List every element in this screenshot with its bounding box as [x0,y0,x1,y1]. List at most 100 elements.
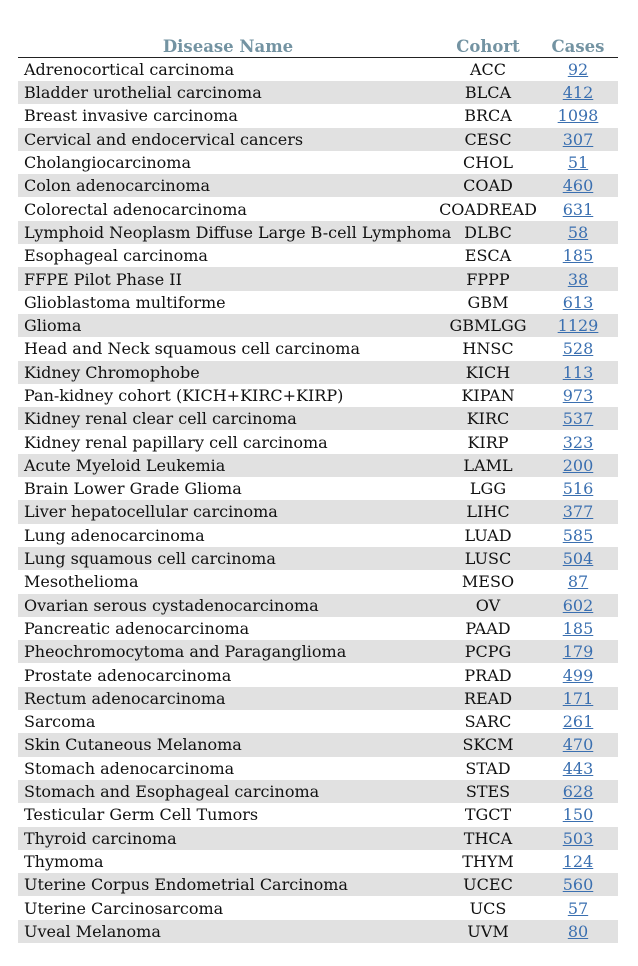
cases-link[interactable]: 516 [562,479,594,499]
cohort-code-cell: COADREAD [439,199,537,219]
cases-link[interactable]: 261 [562,712,594,732]
disease-name-cell: Colon adenocarcinoma [18,174,438,198]
cohort-code-cell: SKCM [438,733,538,757]
cases-link[interactable]: 323 [562,432,594,452]
cases-link[interactable]: 412 [562,83,594,103]
disease-name-cell: Lung squamous cell carcinoma [18,546,438,571]
cases-link[interactable]: 973 [562,386,594,405]
cases-link[interactable]: 92 [567,60,589,79]
disease-name-cell: Testicular Germ Cell Tumors [24,805,259,825]
cases-link[interactable]: 460 [562,176,594,196]
table-row: Kidney Chromophobe KICH 113 [18,360,618,384]
cohort-code-cell: BLCA [438,81,538,105]
cohort-code-cell: KIRP [467,432,509,452]
cases-cell: 80 [538,919,618,943]
disease-name-cell: Kidney Chromophobe [18,360,438,384]
cases-link[interactable]: 307 [562,129,594,149]
cases-link[interactable]: 628 [562,782,594,802]
cases-link[interactable]: 38 [567,269,589,289]
disease-name-cell: Head and Neck squamous cell carcinoma [24,339,360,359]
cohort-code-cell: CESC [438,127,538,151]
table-row: Skin Cutaneous Melanoma SKCM 470 [18,733,618,757]
disease-name-cell: Brain Lower Grade Glioma [24,479,242,499]
table-row: Colorectal adenocarcinoma COADREAD 631 [18,197,618,220]
cohort-code-cell: STES [438,779,538,804]
table-row: Prostate adenocarcinoma PRAD 499 [18,663,618,686]
cases-link[interactable]: 613 [562,292,594,312]
cases-cell: 628 [538,779,618,804]
cases-link[interactable]: 1129 [557,316,599,336]
column-header-cohort[interactable]: Cohort [438,30,538,58]
disease-name-cell: Lung adenocarcinoma [24,525,205,545]
cases-cell: 200 [538,453,618,478]
cases-link[interactable]: 537 [562,409,594,429]
table-row: Lung adenocarcinoma LUAD 585 [18,524,618,547]
disease-name-cell: Uterine Corpus Endometrial Carcinoma [18,873,438,897]
cases-link[interactable]: 1098 [557,106,599,126]
cases-link[interactable]: 585 [562,525,594,545]
cases-link[interactable]: 503 [562,828,594,848]
cases-link[interactable]: 124 [562,851,594,871]
cases-cell: 261 [538,710,618,733]
table-row: Glioblastoma multiforme GBM 613 [18,291,618,314]
disease-name-cell: Esophageal carcinoma [24,246,208,266]
table-row: Brain Lower Grade Glioma LGG 516 [18,477,618,500]
cohort-code-cell: TGCT [464,805,512,825]
disease-name-cell: Cholangiocarcinoma [24,153,192,173]
cases-link[interactable]: 200 [562,455,594,475]
cases-link[interactable]: 504 [562,549,594,569]
disease-name-cell: Pheochromocytoma and Paraganglioma [18,640,438,664]
cases-cell: 560 [538,873,618,897]
cases-link[interactable]: 499 [562,665,594,685]
table-row: Rectum adenocarcinoma READ 171 [18,686,618,711]
header-row: Disease Name Cohort Cases [18,30,618,58]
table-row: Lung squamous cell carcinoma LUSC 504 [18,546,618,571]
cases-link[interactable]: 57 [567,898,589,918]
cohort-code-cell: STAD [465,758,511,778]
cohort-code-cell: KICH [438,360,538,384]
cases-link[interactable]: 171 [562,688,594,708]
disease-name-cell: Bladder urothelial carcinoma [18,81,438,105]
cases-link[interactable]: 58 [567,222,589,242]
table-body: Adrenocortical carcinoma ACC 92 Bladder uro… [18,58,618,943]
cases-cell: 973 [538,384,618,407]
table-row: Esophageal carcinoma ESCA 185 [18,244,618,267]
cases-cell: 58 [538,220,618,245]
table-row: Pancreatic adenocarcinoma PAAD 185 [18,617,618,640]
column-header-cases[interactable]: Cases [538,30,618,58]
cases-link[interactable]: 51 [567,153,589,173]
disease-name-cell: Skin Cutaneous Melanoma [18,733,438,757]
cases-link[interactable]: 377 [562,502,594,522]
cases-link[interactable]: 150 [562,805,594,825]
cases-link[interactable]: 560 [562,875,594,895]
cases-link[interactable]: 87 [567,572,589,592]
table-row: Thyroid carcinoma THCA 503 [18,826,618,850]
cases-link[interactable]: 185 [562,246,594,266]
cases-cell: 528 [538,337,618,360]
cases-link[interactable]: 602 [562,595,594,615]
cases-link[interactable]: 179 [562,642,594,662]
cohort-code-cell: OV [438,593,538,617]
cases-link[interactable]: 185 [562,618,594,638]
cohort-code-cell: LUSC [438,546,538,571]
cases-link[interactable]: 113 [562,362,594,382]
cohort-code-cell: LUAD [464,525,512,545]
table-row: Kidney renal papillary cell carcinoma KIR… [18,430,618,453]
cases-cell: 585 [538,524,618,547]
cases-cell: 323 [538,430,618,453]
table-row: Mesothelioma MESO 87 [18,570,618,593]
column-header-disease-name[interactable]: Disease Name [18,30,438,58]
cohort-code-cell: PAAD [465,618,511,638]
cases-link[interactable]: 443 [562,758,594,778]
cases-cell: 613 [538,291,618,314]
cohort-code-cell: DLBC [438,220,538,245]
disease-name-cell: Pan-kidney cohort (KICH+KIRC+KIRP) [24,386,344,405]
cases-link[interactable]: 528 [562,339,594,359]
cases-link[interactable]: 470 [562,735,594,755]
disease-name-cell: Uveal Melanoma [18,919,438,943]
cases-cell: 602 [538,593,618,617]
cases-link[interactable]: 631 [562,199,594,219]
disease-name-cell: Acute Myeloid Leukemia [18,453,438,478]
cases-link[interactable]: 80 [567,921,589,941]
cohort-code-cell: READ [438,686,538,711]
